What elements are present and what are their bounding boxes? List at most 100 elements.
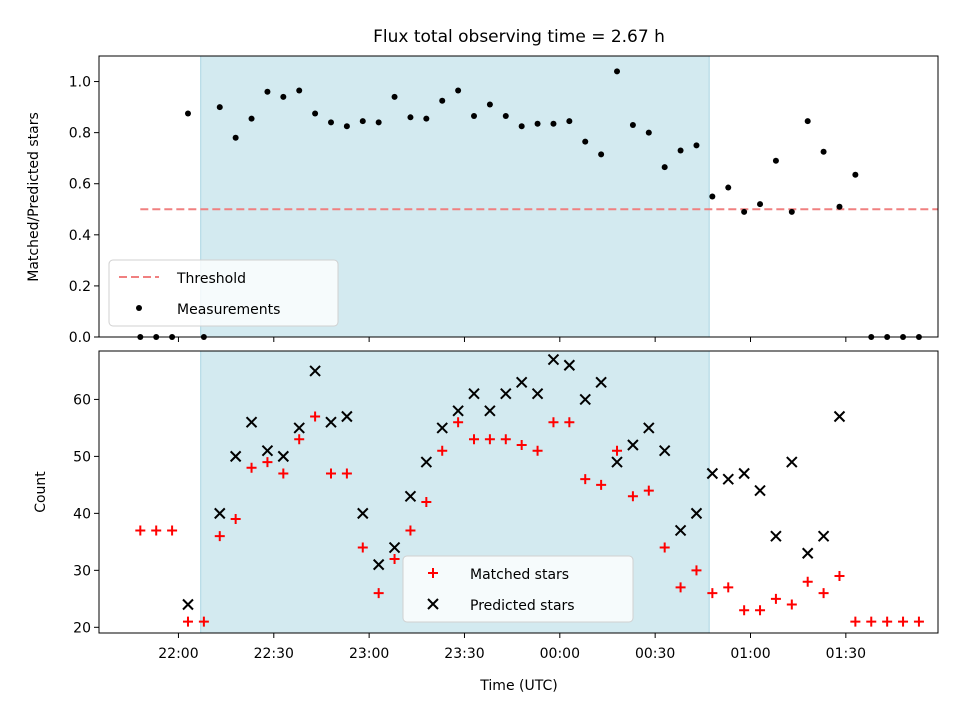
matched-star-point xyxy=(310,411,321,422)
legend: Threshold Measurements xyxy=(108,259,339,327)
x-tick-label: 22:30 xyxy=(254,646,294,662)
legend-measurements-swatch xyxy=(136,305,142,311)
measurement-point xyxy=(693,142,700,149)
measurement-point xyxy=(407,114,414,121)
predicted-star-point xyxy=(468,388,480,400)
measurement-point xyxy=(566,118,573,125)
y-tick-label: 60 xyxy=(73,392,91,408)
predicted-star-point xyxy=(706,467,719,480)
y-axis-label-top: Matched/Predicted stars xyxy=(26,112,42,282)
bottom-panel: 20 30 40 50 60 22:00 22:30 23:00 23:30 00:00 00:30… xyxy=(73,350,939,662)
predicted-star-point xyxy=(801,547,814,559)
matched-star-point xyxy=(325,468,336,479)
predicted-star-point xyxy=(309,365,321,377)
predicted-star-point xyxy=(500,388,512,400)
measurement-point xyxy=(232,134,239,141)
legend-box xyxy=(402,555,634,623)
matched-star-point xyxy=(659,542,670,553)
predicted-star-point xyxy=(245,416,258,428)
predicted-star-point xyxy=(547,353,560,366)
matched-star-point xyxy=(421,496,432,507)
matched-star-point xyxy=(389,553,400,564)
matched-star-point xyxy=(882,616,893,627)
matched-star-point xyxy=(643,485,654,496)
x-tick-label: 01:30 xyxy=(826,646,866,662)
y-tick-label: 40 xyxy=(73,506,91,522)
predicted-star-point xyxy=(643,422,655,434)
measurement-point xyxy=(629,121,636,128)
measurement-point xyxy=(661,164,668,171)
series-matched-stars xyxy=(135,411,924,627)
chart-title: Flux total observing time = 2.67 h xyxy=(373,27,665,47)
measurement-point xyxy=(423,115,430,122)
axes-frame xyxy=(98,350,939,634)
matched-star-point xyxy=(151,525,162,536)
measurement-point xyxy=(582,138,589,145)
x-tick-label: 23:30 xyxy=(444,646,484,662)
measurement-point xyxy=(248,115,255,122)
legend-threshold-label: Threshold xyxy=(176,271,246,287)
measurement-point xyxy=(820,148,827,155)
matched-star-point xyxy=(818,588,829,599)
measurement-point xyxy=(486,101,493,108)
y-tick-label: 20 xyxy=(73,620,91,636)
matched-star-point xyxy=(230,514,241,525)
predicted-star-point xyxy=(738,467,750,480)
x-tick-label: 22:00 xyxy=(158,646,198,662)
matched-star-point xyxy=(532,445,543,456)
measurement-point xyxy=(725,184,732,191)
measurement-point xyxy=(264,88,271,95)
measurement-point xyxy=(184,110,191,117)
predicted-star-point xyxy=(531,388,544,400)
matched-star-point xyxy=(898,616,909,627)
predicted-star-point xyxy=(579,393,591,406)
measurement-point xyxy=(502,113,509,120)
predicted-star-point xyxy=(833,410,846,423)
predicted-star-point xyxy=(658,444,671,457)
matched-star-point xyxy=(580,474,591,485)
predicted-star-point xyxy=(484,405,496,417)
matched-star-point xyxy=(739,605,750,616)
matched-star-point xyxy=(691,565,702,576)
matched-star-point xyxy=(198,616,209,627)
measurement-point xyxy=(343,123,350,130)
legend: Matched stars Predicted stars xyxy=(402,555,634,623)
matched-star-point xyxy=(278,468,289,479)
measurement-point xyxy=(741,208,748,215)
predicted-star-point xyxy=(372,558,385,571)
x-tick-label: 01:00 xyxy=(730,646,770,662)
measurement-point xyxy=(375,119,382,126)
measurement-point xyxy=(439,97,446,104)
predicted-star-point xyxy=(277,450,290,463)
predicted-star-point xyxy=(611,456,623,468)
measurement-point xyxy=(788,208,795,215)
x-tick-label: 00:00 xyxy=(540,646,580,662)
measurement-point xyxy=(772,157,779,164)
legend-predicted-swatch xyxy=(427,598,439,610)
matched-star-point xyxy=(341,468,352,479)
y-tick-label: 0.6 xyxy=(69,177,91,193)
matched-star-point xyxy=(834,571,845,582)
measurement-point xyxy=(359,118,366,125)
y-tick-label: 30 xyxy=(73,563,91,579)
predicted-star-point xyxy=(786,456,798,468)
measurement-point xyxy=(645,129,652,136)
matched-star-point xyxy=(675,582,686,593)
measurement-point xyxy=(471,113,478,120)
matched-star-point xyxy=(564,417,575,428)
measurement-point xyxy=(836,203,843,210)
y-tick-label: 0.2 xyxy=(69,279,91,295)
y-tick-label: 0.8 xyxy=(69,126,91,142)
matched-star-point xyxy=(469,434,480,445)
predicted-star-point xyxy=(436,422,448,434)
matched-star-point xyxy=(246,462,257,473)
matched-star-point xyxy=(500,434,511,445)
measurement-point xyxy=(312,110,319,117)
series-predicted-stars xyxy=(182,353,846,611)
matched-star-point xyxy=(167,525,178,536)
y-tick-label: 0.4 xyxy=(69,228,91,244)
matched-star-point xyxy=(866,616,877,627)
legend-predicted-label: Predicted stars xyxy=(470,598,575,614)
y-tick-label: 50 xyxy=(73,449,91,465)
predicted-star-point xyxy=(674,524,687,537)
